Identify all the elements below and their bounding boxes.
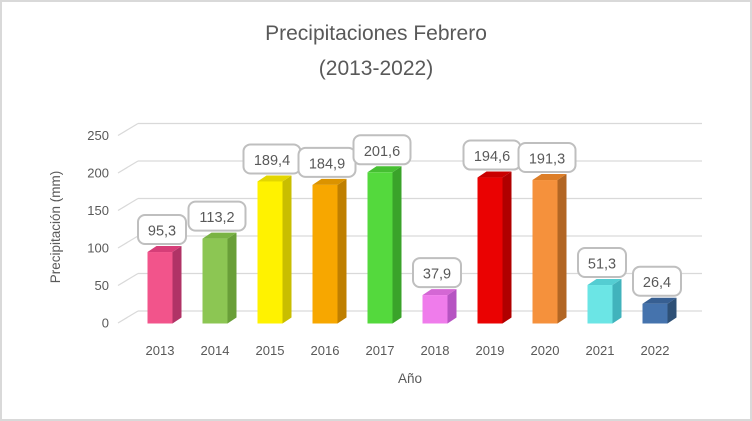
- data-callout-value-2020: 191,3: [529, 152, 565, 168]
- x-tick-2013: 2013: [146, 343, 175, 358]
- bar-side-2016: [337, 178, 347, 324]
- x-axis-tick-labels: 2013 2014 2015 2016 2017 2018 2019 2020 2021 2022: [146, 343, 670, 358]
- data-callout-box-2013: [137, 214, 187, 246]
- bar-side-2017: [392, 166, 402, 324]
- bar-2013: [147, 246, 182, 324]
- bar-front-2017: [367, 172, 393, 324]
- y-tick-250: 250: [87, 128, 109, 143]
- bar-top-2016: [312, 178, 347, 185]
- bar-side-2022: [667, 297, 677, 324]
- y-axis-title: Precipitación (mm): [48, 171, 63, 284]
- chart-title-line2: (2013-2022): [319, 57, 433, 80]
- y-tick-50: 50: [95, 278, 109, 293]
- bar-top-2022: [642, 297, 677, 304]
- y-tick-100: 100: [87, 241, 109, 256]
- data-callout-2013: 95,3: [137, 214, 187, 246]
- bars-layer: [147, 166, 677, 324]
- data-callout-2016: 184,9: [297, 146, 357, 178]
- y-tick-0: 0: [102, 316, 109, 331]
- bar-top-2015: [257, 175, 292, 182]
- bar-2020: [532, 174, 567, 324]
- data-callout-2014: 113,2: [187, 200, 247, 232]
- x-tick-2022: 2022: [641, 343, 670, 358]
- x-axis-title: Año: [398, 371, 422, 386]
- gridline-depth-100: [117, 235, 139, 249]
- bar-top-2018: [422, 289, 457, 296]
- gridline-depth-0: [117, 310, 139, 324]
- data-callout-2017: 201,6: [352, 134, 412, 166]
- bar-front-2014: [202, 238, 228, 324]
- bar-top-2020: [532, 174, 567, 181]
- x-tick-2017: 2017: [366, 343, 395, 358]
- data-callout-2022: 26,4: [632, 265, 682, 297]
- data-callout-value-2015: 189,4: [254, 153, 290, 169]
- gridline-depth-50: [117, 272, 139, 287]
- data-callout-value-2014: 113,2: [199, 210, 234, 226]
- bar-top-2014: [202, 232, 237, 239]
- x-tick-2016: 2016: [311, 343, 340, 358]
- data-callout-2020: 191,3: [517, 142, 577, 174]
- bar-front-2021: [587, 285, 613, 324]
- bar-2016: [312, 178, 347, 324]
- x-tick-2018: 2018: [421, 343, 450, 358]
- bar-top-2021: [587, 279, 622, 286]
- data-callout-value-2017: 201,6: [364, 144, 400, 160]
- bar-top-2013: [147, 246, 182, 253]
- data-callout-value-2018: 37,9: [423, 267, 451, 283]
- bar-side-2014: [227, 232, 237, 324]
- data-callout-box-2017: [352, 134, 412, 166]
- data-callout-box-2020: [517, 142, 577, 174]
- bar-side-2013: [172, 246, 182, 324]
- data-callout-box-2022: [632, 265, 682, 297]
- bar-side-2021: [612, 279, 622, 324]
- bar-side-2019: [502, 171, 512, 324]
- bar-2019: [477, 171, 512, 324]
- x-tick-2015: 2015: [256, 343, 285, 358]
- data-callout-value-2013: 95,3: [148, 224, 176, 240]
- bar-front-2018: [422, 295, 448, 324]
- bar-side-2018: [447, 289, 457, 324]
- data-callout-2021: 51,3: [577, 247, 627, 279]
- gridline-depth-250: [117, 122, 139, 137]
- data-callout-box-2014: [187, 200, 247, 232]
- data-callout-2019: 194,6: [462, 139, 522, 171]
- bar-front-2016: [312, 184, 338, 324]
- bar-top-2017: [367, 166, 402, 173]
- y-tick-200: 200: [87, 166, 109, 181]
- data-callout-2018: 37,9: [412, 257, 462, 289]
- gridline-depth-150: [117, 197, 139, 212]
- bar-2015: [257, 175, 292, 324]
- data-callouts-layer: 95,3 113,2 189,4 184,9 201,6 37,9 194,6 191,3 51…: [137, 134, 682, 297]
- y-axis-tick-labels: 0 50 100 150 200 250: [87, 128, 109, 331]
- bar-2022: [642, 297, 677, 324]
- bar-front-2015: [257, 181, 283, 324]
- bar-top-2019: [477, 171, 512, 178]
- data-callout-box-2018: [412, 257, 462, 289]
- bar-2021: [587, 279, 622, 324]
- data-callout-value-2021: 51,3: [588, 257, 616, 273]
- data-callout-value-2016: 184,9: [309, 156, 345, 172]
- x-tick-2019: 2019: [476, 343, 505, 358]
- bar-front-2022: [642, 303, 668, 324]
- bar-side-2020: [557, 174, 567, 324]
- x-tick-2021: 2021: [586, 343, 615, 358]
- x-tick-2020: 2020: [531, 343, 560, 358]
- data-callout-value-2022: 26,4: [643, 275, 671, 291]
- x-tick-2014: 2014: [201, 343, 230, 358]
- bar-2017: [367, 166, 402, 324]
- bar-side-2015: [282, 175, 292, 324]
- y-tick-150: 150: [87, 203, 109, 218]
- bar-front-2020: [532, 180, 558, 324]
- gridline-depth-200: [117, 160, 139, 174]
- bar-front-2013: [147, 252, 173, 324]
- data-callout-2015: 189,4: [242, 143, 302, 175]
- bar-2014: [202, 232, 237, 324]
- data-callout-value-2019: 194,6: [474, 149, 510, 165]
- bar-2018: [422, 289, 457, 324]
- data-callout-box-2021: [577, 247, 627, 279]
- chart-title-line1: Precipitaciones Febrero: [265, 22, 487, 45]
- bar-front-2019: [477, 177, 503, 324]
